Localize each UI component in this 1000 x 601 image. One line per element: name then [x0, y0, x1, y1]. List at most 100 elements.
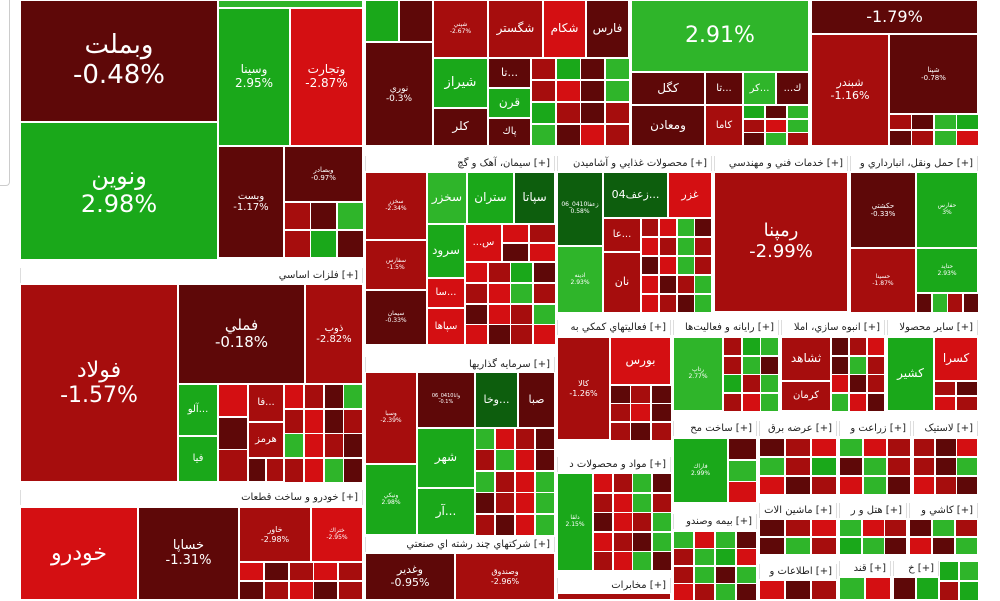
- small-stock-tile[interactable]: [593, 493, 613, 513]
- small-stock-tile[interactable]: [694, 531, 715, 549]
- small-stock-tile[interactable]: [529, 243, 556, 262]
- small-stock-tile[interactable]: [613, 473, 633, 493]
- stock-tile[interactable]: قرن: [488, 88, 531, 118]
- small-stock-tile[interactable]: [502, 224, 529, 243]
- small-stock-tile[interactable]: [343, 458, 363, 483]
- small-stock-tile[interactable]: [651, 403, 672, 422]
- sector-header[interactable]: مواد و محصولات د [+]: [557, 457, 671, 472]
- small-stock-tile[interactable]: [934, 381, 956, 396]
- stock-tile[interactable]: كر...: [743, 72, 776, 105]
- small-stock-tile[interactable]: [862, 537, 885, 555]
- small-stock-tile[interactable]: [913, 457, 935, 476]
- small-stock-tile[interactable]: [465, 304, 488, 325]
- stock-tile[interactable]: وبملت -0.48%: [20, 0, 218, 122]
- stock-tile[interactable]: سا...: [427, 278, 465, 308]
- small-stock-tile[interactable]: [959, 581, 979, 601]
- small-stock-tile[interactable]: [831, 393, 849, 412]
- small-stock-tile[interactable]: [935, 476, 957, 495]
- small-stock-tile[interactable]: [641, 218, 659, 237]
- small-stock-tile[interactable]: [605, 124, 630, 146]
- small-stock-tile[interactable]: [641, 237, 659, 256]
- small-stock-tile[interactable]: [742, 337, 761, 356]
- small-stock-tile[interactable]: [884, 519, 907, 537]
- small-stock-tile[interactable]: [715, 531, 736, 549]
- small-stock-tile[interactable]: [515, 471, 535, 493]
- small-stock-tile[interactable]: [630, 422, 651, 441]
- stock-tile[interactable]: سخزر -2.34%: [365, 172, 427, 240]
- stock-tile[interactable]: ادينه 2.93%: [557, 246, 603, 313]
- stock-tile[interactable]: عا...: [603, 218, 641, 252]
- stock-tile[interactable]: هرمز: [248, 422, 284, 458]
- small-stock-tile[interactable]: [310, 202, 337, 230]
- small-stock-tile[interactable]: [652, 493, 672, 513]
- sector-header[interactable]: ساخت مح [+]: [673, 421, 757, 436]
- small-stock-tile[interactable]: [495, 492, 515, 514]
- small-stock-tile[interactable]: [785, 457, 811, 476]
- small-stock-tile[interactable]: [580, 58, 605, 80]
- small-stock-tile[interactable]: [338, 581, 363, 600]
- small-stock-tile[interactable]: [531, 102, 556, 124]
- sector-header[interactable]: بيمه وصندو [+]: [673, 514, 757, 529]
- small-stock-tile[interactable]: [785, 580, 811, 600]
- small-stock-tile[interactable]: [580, 102, 605, 124]
- small-stock-tile[interactable]: [759, 580, 785, 600]
- small-stock-tile[interactable]: [694, 294, 712, 313]
- small-stock-tile[interactable]: [475, 471, 495, 493]
- small-stock-tile[interactable]: [723, 356, 742, 375]
- small-stock-tile[interactable]: [399, 0, 433, 42]
- small-stock-tile[interactable]: [831, 356, 849, 375]
- small-stock-tile[interactable]: [266, 458, 284, 482]
- small-stock-tile[interactable]: [743, 119, 765, 133]
- stock-tile[interactable]: فملي -0.18%: [178, 284, 305, 384]
- small-stock-tile[interactable]: [343, 384, 363, 409]
- small-stock-tile[interactable]: [535, 428, 555, 450]
- stock-tile[interactable]: شگستر: [488, 0, 543, 58]
- small-stock-tile[interactable]: [652, 532, 672, 552]
- small-stock-tile[interactable]: [889, 130, 912, 146]
- small-stock-tile[interactable]: [867, 337, 885, 356]
- stock-tile[interactable]: واتا0410_06 -0.1%: [417, 372, 475, 428]
- small-stock-tile[interactable]: [502, 243, 529, 262]
- small-stock-tile[interactable]: [831, 374, 849, 393]
- small-stock-tile[interactable]: [515, 428, 535, 450]
- small-stock-tile[interactable]: [218, 384, 248, 417]
- small-stock-tile[interactable]: [955, 519, 978, 537]
- small-stock-tile[interactable]: [610, 385, 631, 404]
- small-stock-tile[interactable]: [839, 476, 863, 495]
- stock-tile[interactable]: سيمان -0.33%: [365, 290, 427, 345]
- small-stock-tile[interactable]: [849, 337, 867, 356]
- small-stock-tile[interactable]: [911, 130, 934, 146]
- stock-tile[interactable]: ...س: [465, 224, 502, 262]
- small-stock-tile[interactable]: [759, 476, 785, 495]
- stock-tile[interactable]: سپاتا: [514, 172, 555, 224]
- stock-tile[interactable]: كگل: [631, 72, 705, 105]
- small-stock-tile[interactable]: [913, 476, 935, 495]
- small-stock-tile[interactable]: [531, 124, 556, 146]
- stock-tile[interactable]: تا...: [705, 72, 743, 105]
- stock-tile[interactable]: بورس: [610, 337, 671, 385]
- small-stock-tile[interactable]: [715, 548, 736, 566]
- small-stock-tile[interactable]: [765, 105, 787, 119]
- small-stock-tile[interactable]: [759, 537, 785, 555]
- small-stock-tile[interactable]: [677, 237, 695, 256]
- stock-tile[interactable]: فيا: [178, 436, 218, 482]
- sector-header[interactable]: خدمات فني و مهندسي [+]: [714, 156, 848, 171]
- small-stock-tile[interactable]: [535, 449, 555, 471]
- small-stock-tile[interactable]: [652, 473, 672, 493]
- small-stock-tile[interactable]: [760, 356, 779, 375]
- small-stock-tile[interactable]: [488, 262, 511, 283]
- stock-tile[interactable]: فولاد -1.57%: [20, 284, 178, 482]
- stock-tile[interactable]: آر...: [417, 488, 475, 535]
- stock-tile[interactable]: خودرو: [20, 507, 138, 600]
- small-stock-tile[interactable]: [963, 293, 979, 313]
- small-stock-tile[interactable]: [324, 458, 344, 483]
- small-stock-tile[interactable]: [673, 583, 694, 601]
- stock-tile[interactable]: ومعادن: [631, 105, 705, 146]
- small-stock-tile[interactable]: [959, 561, 979, 581]
- small-stock-tile[interactable]: [365, 0, 399, 42]
- small-stock-tile[interactable]: [510, 324, 533, 345]
- stock-tile[interactable]: زعفا0410_06 0.58%: [557, 172, 603, 246]
- stock-tile[interactable]: كرمان: [781, 381, 831, 411]
- small-stock-tile[interactable]: [677, 275, 695, 294]
- stock-tile[interactable]: كسرا: [934, 337, 978, 381]
